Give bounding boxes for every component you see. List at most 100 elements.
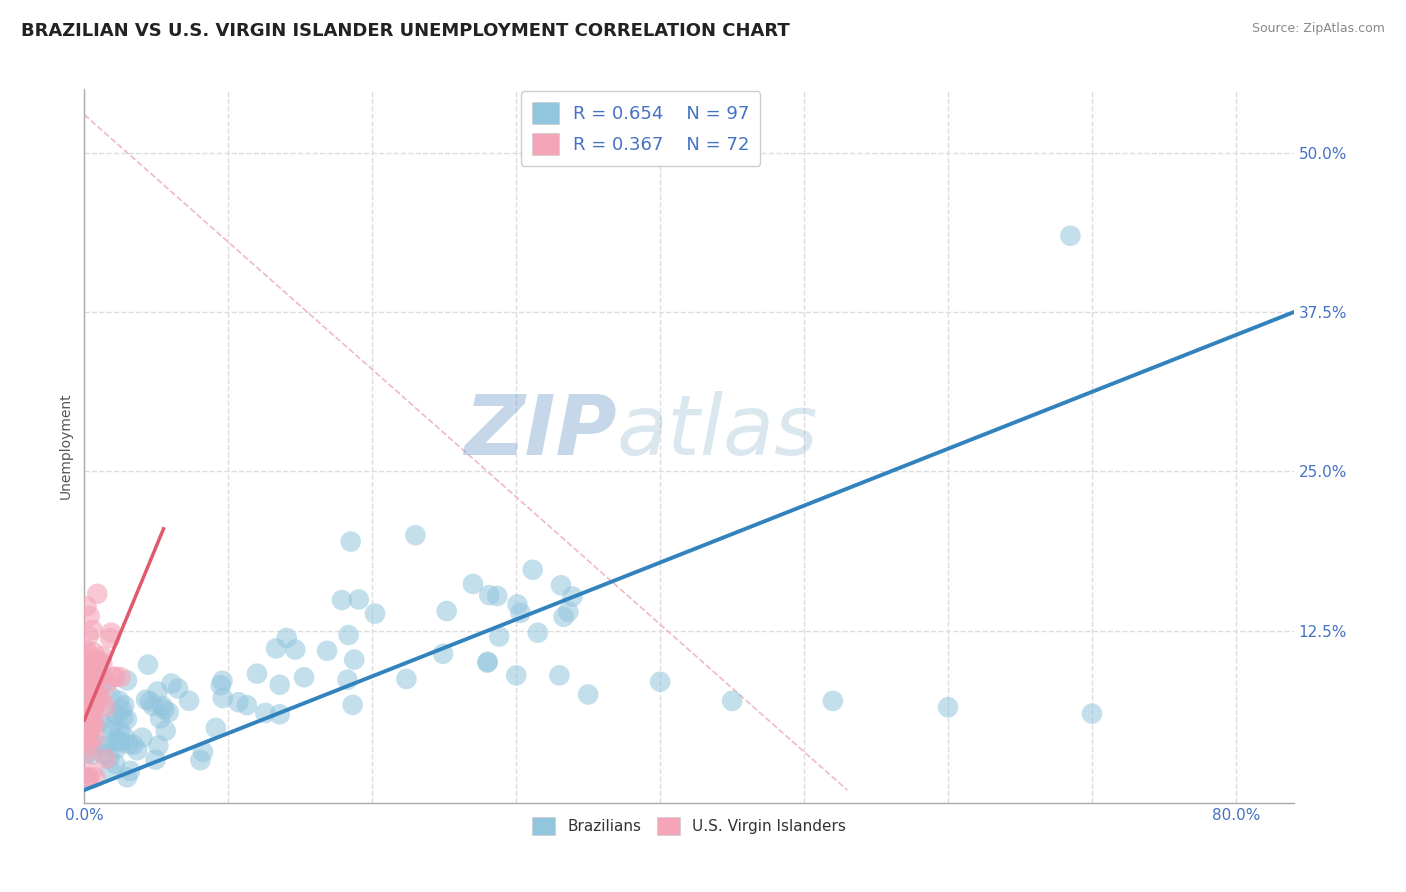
Point [104,670,127,684]
Point [84,654,107,668]
Point [122,738,145,752]
Point [91,649,114,664]
Point [118,737,141,751]
Point [112,710,135,724]
Point [82,747,104,762]
Point [104,756,127,771]
Point [1059,228,1081,243]
Point [477,655,499,669]
Point [342,698,364,712]
Point [157,706,180,720]
Point [131,731,153,745]
Point [84,698,107,712]
Point [80,700,103,714]
Point [936,700,959,714]
Point [112,698,135,713]
Point [79,679,101,693]
Point [80,670,103,684]
Point [576,688,599,702]
Point [343,653,366,667]
Point [337,628,360,642]
Point [505,668,527,682]
Point [330,593,353,607]
Point [79,608,101,623]
Point [110,735,132,749]
Point [77,770,100,784]
Point [76,668,98,682]
Text: ZIP: ZIP [464,392,616,472]
Point [108,723,131,738]
Point [83,731,105,745]
Point [548,668,571,682]
Point [190,753,212,767]
Point [75,747,97,761]
Point [75,642,97,657]
Point [557,605,579,619]
Point [91,678,114,692]
Point [91,671,114,685]
Point [111,702,134,716]
Point [76,713,98,727]
Point [209,678,232,692]
Point [347,592,370,607]
Point [79,721,101,735]
Point [139,694,162,708]
Point [89,714,111,729]
Point [103,670,125,684]
Point [77,706,100,720]
Point [76,599,98,614]
Point [76,731,98,745]
Text: Source: ZipAtlas.com: Source: ZipAtlas.com [1251,22,1385,36]
Point [101,723,124,738]
Point [82,713,104,727]
Point [316,644,339,658]
Point [86,687,108,701]
Point [135,692,157,706]
Point [73,703,96,717]
Point [73,690,96,705]
Point [527,625,550,640]
Point [488,630,510,644]
Text: atlas: atlas [616,392,818,472]
Point [461,577,484,591]
Point [160,676,183,690]
Point [86,668,108,682]
Point [553,609,575,624]
Point [79,710,101,724]
Point [76,657,98,672]
Point [77,733,100,747]
Point [79,666,101,681]
Point [73,712,96,726]
Point [269,678,291,692]
Point [84,701,107,715]
Point [73,668,96,682]
Point [108,733,131,747]
Point [105,733,128,747]
Point [100,720,122,734]
Point [96,677,118,691]
Legend: Brazilians, U.S. Virgin Islanders: Brazilians, U.S. Virgin Islanders [526,811,852,841]
Point [77,690,100,704]
Point [76,674,98,689]
Point [486,589,509,603]
Point [821,694,844,708]
Point [108,694,131,708]
Point [79,739,101,753]
Point [75,707,97,722]
Point [76,725,98,739]
Point [91,657,114,671]
Point [89,654,111,668]
Y-axis label: Unemployment: Unemployment [59,392,73,500]
Point [76,747,98,761]
Point [191,745,214,759]
Point [76,681,98,696]
Point [82,623,104,637]
Point [550,578,572,592]
Point [146,684,169,698]
Point [83,645,105,659]
Point [76,659,98,673]
Text: BRAZILIAN VS U.S. VIRGIN ISLANDER UNEMPLOYMENT CORRELATION CHART: BRAZILIAN VS U.S. VIRGIN ISLANDER UNEMPL… [21,22,790,40]
Point [100,690,122,705]
Point [76,670,98,684]
Point [477,656,499,670]
